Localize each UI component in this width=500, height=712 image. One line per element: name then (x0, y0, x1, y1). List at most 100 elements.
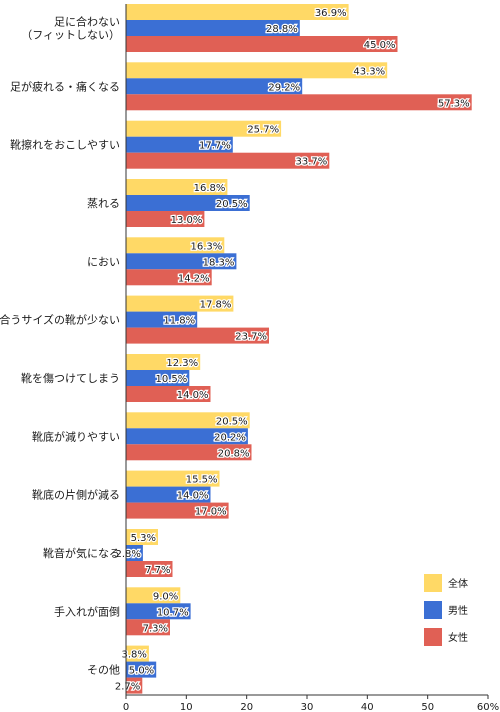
bar (126, 545, 143, 561)
bar (126, 444, 252, 461)
legend-label: 女性 (448, 631, 468, 644)
x-tick-label: 20 (240, 702, 253, 712)
x-tick-label: 50 (421, 702, 434, 712)
legend-swatch (424, 628, 442, 646)
legend-swatch (424, 574, 442, 592)
bar (126, 645, 149, 662)
category-label: 手入れが面倒 (54, 604, 120, 618)
category-labels: 足に合わない（フィットしない） 足が疲れる・痛くなる靴擦れをおこしやすい蒸れるにお… (0, 15, 120, 677)
legend-swatch (424, 601, 442, 619)
bar-value-label: 9.0% (153, 591, 178, 602)
bar-value-label: 57.3% (438, 98, 470, 109)
bar-value-label: 17.8% (200, 300, 232, 311)
bar (126, 412, 250, 429)
bar (126, 269, 212, 286)
bar (126, 211, 205, 227)
bar-value-label: 20.8% (218, 448, 250, 459)
bar (126, 428, 248, 445)
bar (126, 587, 181, 604)
bar (126, 295, 234, 312)
bar (126, 529, 158, 545)
x-tick-label: 10 (180, 702, 193, 712)
bar-value-label: 2.7% (115, 682, 140, 693)
bar-value-label: 43.3% (353, 66, 385, 77)
x-axis: 0 10 20 30 40 50 60% (123, 4, 499, 712)
bar-value-label: 20.5% (216, 416, 248, 427)
bar-value-label: 20.5% (216, 199, 248, 210)
legend-label: 男性 (448, 604, 468, 617)
bar (126, 386, 211, 402)
bar-value-label: 16.3% (191, 241, 223, 252)
bar-value-label: 5.0% (129, 666, 154, 677)
bar (126, 237, 225, 254)
bar-value-label: 10.5% (156, 374, 188, 385)
bar-value-label: 7.3% (143, 623, 168, 634)
bar-value-label: 2.8% (115, 549, 140, 560)
bar-value-label: 16.8% (194, 183, 226, 194)
bar-value-label: 14.2% (178, 273, 210, 284)
category-label: （フィットしない） (21, 29, 120, 42)
bar (126, 179, 228, 195)
category-label: 靴を傷つけてしまう (21, 371, 120, 385)
bar (126, 120, 282, 137)
bar (126, 486, 211, 503)
category-label: 靴底の片側が減る (32, 488, 120, 502)
bar (126, 195, 250, 211)
category-label: 合うサイズの靴が少ない (0, 313, 120, 327)
bar-value-label: 18.3% (203, 257, 235, 268)
bar (126, 661, 157, 678)
category-label: 靴底が減りやすい (32, 429, 120, 443)
x-tick-label: 60% (477, 702, 499, 712)
bar (126, 136, 233, 153)
bar-value-label: 13.0% (171, 215, 203, 226)
category-label: 足に合わない (54, 15, 120, 29)
bar-value-label: 36.9% (315, 8, 347, 19)
bar-value-label: 28.8% (266, 24, 298, 35)
bar (126, 94, 472, 111)
x-tick-label: 0 (123, 702, 129, 712)
bar-value-label: 15.5% (186, 475, 218, 486)
category-label: その他 (87, 664, 120, 677)
category-label: 足が疲れる・痛くなる (10, 79, 120, 93)
bar (126, 502, 229, 519)
bar-value-label: 23.7% (235, 332, 267, 343)
x-tick-label: 40 (361, 702, 374, 712)
bar-value-label: 25.7% (247, 125, 279, 136)
bar (126, 152, 330, 169)
legend-label: 全体 (448, 577, 468, 590)
bar-value-label: 12.3% (166, 358, 198, 369)
bar-value-label: 29.2% (268, 82, 300, 93)
bar (126, 36, 398, 52)
bar-value-label: 17.0% (195, 507, 227, 518)
category-label: 靴音が気になる (43, 546, 120, 560)
bar (126, 20, 300, 36)
bars-group: 36.9% 28.8% 45.0% 43.3% 29.2% 57.3% 25.7% 17.7%… (114, 4, 472, 694)
category-label: 靴擦れをおこしやすい (10, 138, 120, 152)
bar (126, 561, 173, 577)
bar (126, 470, 220, 487)
bar-value-label: 7.7% (145, 565, 170, 576)
bar-value-label: 45.0% (364, 40, 396, 51)
category-label: におい (87, 255, 120, 268)
bar (126, 603, 191, 620)
bar-value-label: 20.2% (214, 432, 246, 443)
bar (126, 62, 388, 79)
bar-value-label: 17.7% (199, 141, 231, 152)
x-tick-label: 30 (301, 702, 314, 712)
bar-value-label: 5.3% (131, 533, 156, 544)
category-label: 蒸れる (87, 197, 120, 210)
bar (126, 370, 190, 386)
bar-value-label: 10.7% (157, 607, 189, 618)
bar (126, 4, 349, 20)
bar (126, 327, 269, 344)
bar-value-label: 3.8% (121, 650, 146, 661)
bar (126, 354, 201, 370)
bar-value-label: 33.7% (296, 157, 328, 168)
bar (126, 78, 303, 95)
bar-value-label: 14.0% (177, 390, 209, 401)
bar-value-label: 14.0% (177, 491, 209, 502)
bar (126, 253, 237, 270)
bar (126, 677, 143, 694)
